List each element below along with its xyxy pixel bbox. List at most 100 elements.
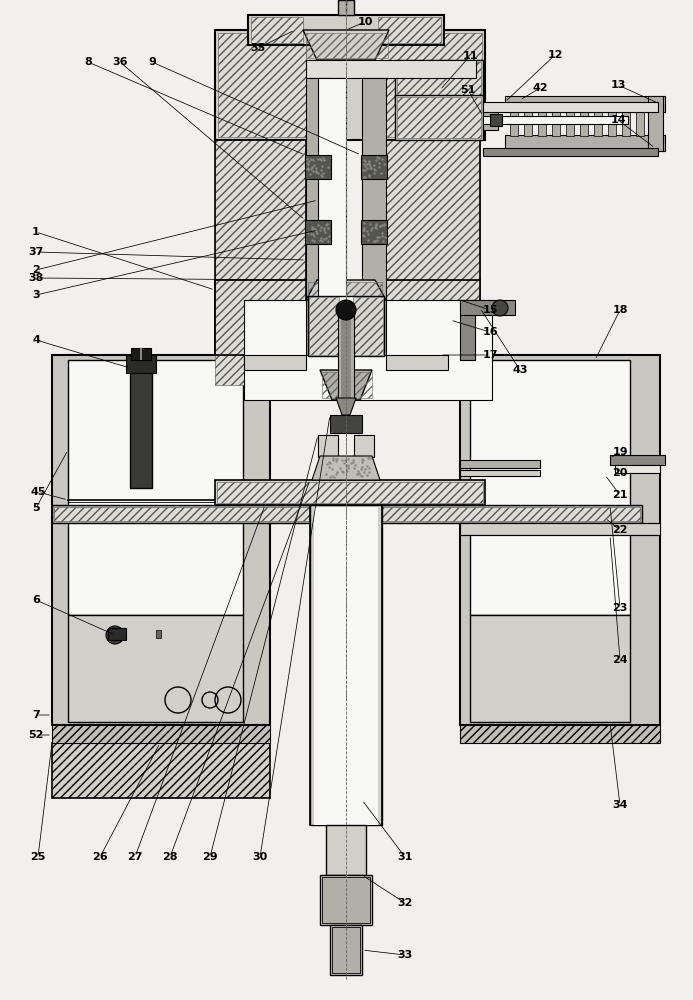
Text: 35: 35	[250, 43, 265, 53]
Bar	[354, 435, 374, 457]
Bar	[610, 455, 665, 465]
Bar	[362, 78, 386, 355]
Bar	[375, 140, 480, 355]
Bar	[524, 112, 532, 136]
Bar	[215, 280, 306, 355]
Bar	[318, 435, 338, 457]
Text: 7: 7	[32, 710, 40, 720]
Text: 24: 24	[612, 655, 628, 665]
Text: 28: 28	[162, 852, 177, 862]
Text: 2: 2	[32, 265, 40, 275]
Circle shape	[106, 626, 124, 644]
Text: 10: 10	[358, 17, 373, 27]
Bar	[140, 348, 142, 360]
Polygon shape	[303, 30, 389, 60]
Bar	[215, 480, 485, 505]
Bar	[308, 296, 384, 356]
Bar	[378, 17, 441, 43]
Bar	[510, 112, 518, 136]
Bar	[615, 465, 660, 473]
Bar	[552, 112, 560, 136]
Bar	[244, 300, 492, 400]
Bar	[141, 348, 151, 360]
Text: 27: 27	[128, 852, 143, 862]
Text: 29: 29	[202, 852, 218, 862]
Bar	[338, 310, 354, 400]
Bar	[54, 507, 640, 521]
Text: 19: 19	[612, 447, 628, 457]
Text: 4: 4	[32, 335, 40, 345]
Bar	[505, 135, 665, 151]
Bar	[395, 60, 483, 105]
Polygon shape	[312, 456, 380, 480]
Bar	[215, 140, 306, 355]
Bar	[332, 927, 360, 973]
Text: 17: 17	[482, 350, 498, 360]
Bar	[375, 33, 482, 137]
Text: 5: 5	[32, 503, 40, 513]
Text: 38: 38	[28, 273, 44, 283]
Bar	[320, 875, 372, 925]
Bar	[353, 297, 383, 355]
Text: 11: 11	[462, 51, 477, 61]
Text: 6: 6	[32, 595, 40, 605]
Polygon shape	[306, 280, 386, 300]
Bar	[108, 628, 126, 640]
Bar	[68, 360, 243, 615]
Bar	[330, 925, 362, 975]
Bar	[314, 507, 378, 825]
Bar	[460, 300, 475, 360]
Bar	[52, 505, 642, 523]
Bar	[580, 112, 588, 136]
Bar	[397, 62, 481, 103]
Bar	[215, 355, 306, 385]
Text: 18: 18	[612, 305, 628, 315]
Circle shape	[492, 300, 508, 316]
Bar	[375, 280, 480, 355]
Bar	[308, 282, 382, 298]
Text: 43: 43	[512, 365, 528, 375]
Bar	[386, 355, 448, 370]
Bar	[217, 482, 483, 503]
Text: 20: 20	[613, 468, 628, 478]
Text: 3: 3	[32, 290, 40, 300]
Text: 51: 51	[460, 85, 475, 95]
Bar	[470, 615, 630, 722]
Text: 30: 30	[252, 852, 267, 862]
Bar	[608, 112, 616, 136]
Bar	[244, 355, 306, 370]
Text: 16: 16	[482, 327, 498, 337]
Bar	[375, 280, 480, 355]
Text: 1: 1	[32, 227, 40, 237]
Text: 8: 8	[84, 57, 92, 67]
Text: 52: 52	[28, 730, 44, 740]
Text: 26: 26	[92, 852, 108, 862]
Circle shape	[336, 300, 356, 320]
Text: 31: 31	[397, 852, 413, 862]
Bar	[218, 33, 306, 137]
Bar	[131, 348, 141, 360]
Bar	[395, 95, 483, 140]
Bar	[330, 415, 362, 433]
Text: 15: 15	[482, 305, 498, 315]
Bar	[505, 96, 665, 112]
Bar	[52, 725, 270, 743]
Bar	[622, 112, 630, 136]
Text: 12: 12	[547, 50, 563, 60]
Text: 33: 33	[397, 950, 412, 960]
Bar	[322, 372, 372, 398]
Bar	[636, 112, 644, 136]
Bar	[52, 355, 270, 725]
Bar	[156, 630, 161, 638]
Bar	[375, 140, 480, 355]
Text: 21: 21	[612, 490, 628, 500]
Text: 14: 14	[611, 115, 626, 125]
Bar	[341, 320, 351, 400]
Text: 32: 32	[397, 898, 413, 908]
Bar	[483, 148, 658, 156]
Text: 37: 37	[28, 247, 44, 257]
Text: 22: 22	[612, 525, 628, 535]
Polygon shape	[320, 370, 372, 400]
Text: 23: 23	[613, 603, 628, 613]
Bar	[460, 460, 540, 468]
